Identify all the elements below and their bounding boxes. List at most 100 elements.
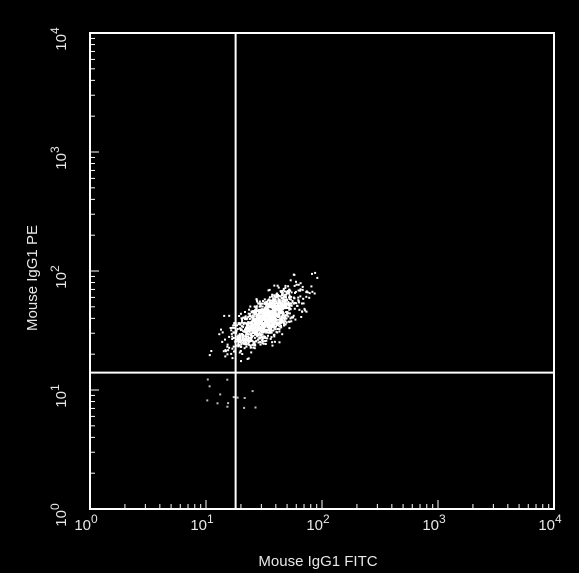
data-point: [276, 292, 279, 295]
data-point: [271, 300, 274, 302]
data-point: [271, 315, 274, 317]
data-point: [305, 295, 308, 298]
data-point: [257, 313, 260, 316]
data-point: [268, 319, 271, 322]
data-point: [226, 345, 229, 348]
data-point: [279, 304, 282, 307]
data-point: [294, 301, 296, 304]
y-axis-title: Mouse IgG1 PE: [24, 225, 41, 331]
data-point: [271, 341, 274, 344]
data-point: [256, 329, 259, 331]
data-point: [257, 333, 260, 336]
data-point: [248, 318, 251, 320]
data-point: [273, 307, 275, 310]
data-point: [264, 325, 266, 328]
data-point: [252, 332, 255, 334]
data-point: [288, 294, 291, 297]
data-point: [287, 320, 290, 323]
data-point: [245, 338, 248, 341]
data-point: [243, 339, 245, 341]
data-point: [251, 318, 254, 321]
data-point: [271, 293, 274, 296]
data-point: [293, 284, 296, 287]
data-point: [251, 339, 254, 342]
data-point: [282, 295, 285, 298]
data-point: [289, 289, 292, 292]
data-point: [260, 315, 263, 318]
data-point: [271, 321, 274, 323]
data-point: [299, 295, 302, 298]
data-point: [233, 350, 235, 353]
data-point: [220, 328, 222, 331]
data-point: [278, 330, 281, 333]
data-point: [244, 311, 246, 313]
data-point: [218, 333, 221, 336]
data-point: [294, 291, 296, 294]
data-point: [292, 314, 295, 317]
data-point: [277, 300, 280, 303]
data-point: [282, 296, 285, 299]
data-point: [228, 335, 231, 338]
data-point: [254, 333, 257, 336]
data-point: [264, 303, 267, 306]
data-point: [271, 313, 274, 316]
data-point: [259, 326, 262, 329]
data-point: [245, 343, 248, 346]
data-point: [270, 299, 273, 302]
data-point: [284, 284, 287, 287]
data-point: [239, 346, 242, 348]
data-point: [210, 350, 213, 352]
data-point: [287, 292, 290, 295]
data-point: [282, 287, 285, 290]
data-point: [290, 304, 293, 307]
data-point: [281, 321, 284, 324]
data-point: [260, 319, 263, 322]
data-point: [267, 326, 270, 329]
data-point: [283, 322, 285, 325]
data-point: [240, 340, 242, 343]
data-point: [239, 323, 242, 326]
data-point: [275, 321, 278, 324]
data-point: [267, 305, 269, 308]
data-point: [270, 302, 273, 305]
data-point: [262, 312, 265, 315]
data-point: [277, 318, 279, 321]
data-point: [226, 343, 229, 346]
data-point: [267, 302, 270, 305]
data-point: [285, 302, 288, 305]
data-point: [240, 325, 243, 328]
data-point: [306, 291, 309, 294]
data-point: [271, 295, 273, 298]
data-point: [292, 273, 295, 276]
data-point: [252, 318, 255, 321]
data-point: [241, 318, 244, 321]
data-point: [266, 323, 269, 326]
data-point: [282, 320, 285, 323]
data-point: [255, 322, 258, 325]
x-tick-label: 104: [538, 512, 562, 534]
data-point: [300, 316, 303, 318]
data-point: [241, 334, 244, 337]
data-point: [268, 309, 270, 312]
data-point: [242, 322, 245, 325]
data-point: [258, 324, 261, 327]
data-point: [241, 321, 244, 324]
data-point: [282, 298, 285, 301]
data-point: [287, 290, 289, 292]
data-point: [248, 326, 251, 329]
data-point: [232, 345, 235, 348]
data-point: [261, 336, 264, 339]
data-point: [268, 288, 271, 291]
data-point: [266, 337, 269, 340]
data-point: [289, 304, 291, 307]
data-point: [288, 289, 291, 292]
data-point: [227, 402, 230, 405]
data-point: [232, 396, 235, 399]
data-point: [208, 354, 211, 357]
data-point: [265, 339, 268, 342]
data-point: [283, 290, 286, 293]
data-point: [299, 282, 302, 285]
data-point: [257, 315, 260, 317]
data-point: [271, 311, 274, 314]
data-point: [280, 320, 283, 323]
